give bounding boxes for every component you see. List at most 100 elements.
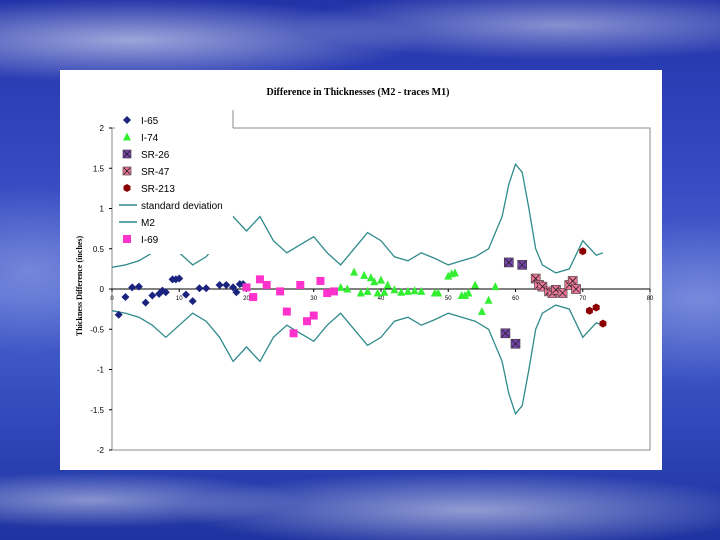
legend-label-sr-47: SR-47 (141, 167, 170, 178)
point-sr-213 (599, 319, 607, 328)
point-i-74 (461, 290, 470, 299)
point-i-65 (215, 280, 224, 289)
point-i-65 (121, 293, 130, 302)
point-i-74 (336, 282, 345, 291)
legend-swatch-i-69 (123, 235, 131, 243)
legend-label-sr-26: SR-26 (141, 150, 170, 161)
chart-panel: Difference in Thicknesses (M2 - traces M… (60, 70, 662, 470)
y-tick-label: 1 (100, 205, 105, 214)
point-i-74 (373, 288, 382, 297)
point-i-74 (450, 268, 459, 277)
point-i-74 (477, 307, 486, 316)
point-sr-26 (500, 328, 511, 339)
chart-svg: Difference in Thicknesses (M2 - traces M… (75, 87, 654, 455)
y-tick-label: 2 (100, 124, 105, 133)
legend-label-sr-213: SR-213 (141, 184, 175, 195)
legend-label-m2: M2 (141, 218, 155, 229)
legend-swatch-sr-47 (122, 166, 132, 176)
y-tick-label: 0.5 (93, 245, 105, 254)
chart-title: Difference in Thicknesses (M2 - traces M… (267, 87, 450, 98)
legend-swatch-i-74 (123, 132, 131, 141)
point-i-69 (316, 276, 325, 285)
legend-box (115, 110, 233, 254)
x-tick-label: 30 (310, 296, 317, 302)
point-i-69 (329, 287, 338, 296)
x-tick-label: 20 (243, 296, 250, 302)
legend-swatch-sr-213 (123, 184, 131, 192)
point-i-69 (289, 329, 298, 338)
point-i-74 (464, 288, 473, 297)
legend-label-i-69: I-69 (141, 235, 159, 246)
point-i-74 (444, 271, 453, 280)
point-i-69 (309, 311, 318, 320)
legend-swatch-sr-26 (122, 149, 132, 159)
point-i-65 (232, 288, 241, 297)
y-tick-label: -1.5 (90, 406, 104, 415)
point-i-65 (222, 280, 231, 289)
point-sr-47 (557, 288, 568, 298)
point-i-74 (434, 288, 443, 297)
point-i-74 (350, 267, 359, 276)
point-i-74 (397, 287, 406, 296)
point-i-65 (141, 298, 150, 307)
point-i-65 (148, 291, 157, 300)
legend-label-standard-deviation: standard deviation (141, 201, 223, 212)
point-i-69 (242, 283, 251, 292)
point-i-69 (282, 307, 291, 316)
point-i-65 (229, 283, 238, 292)
point-i-69 (262, 280, 271, 289)
point-i-74 (370, 277, 379, 286)
point-i-69 (255, 275, 264, 284)
point-sr-213 (586, 306, 593, 315)
legend-label-i-65: I-65 (141, 116, 159, 127)
point-sr-26 (510, 338, 521, 349)
point-sr-213 (579, 247, 587, 256)
point-i-74 (484, 295, 493, 304)
point-i-74 (383, 280, 392, 289)
point-i-74 (471, 280, 480, 289)
point-i-65 (134, 282, 143, 291)
point-i-65 (114, 310, 123, 319)
x-tick-label: 40 (378, 296, 385, 302)
point-i-74 (403, 286, 412, 295)
point-i-65 (181, 290, 190, 299)
x-tick-label: 80 (647, 296, 654, 302)
point-i-65 (175, 274, 184, 283)
y-tick-label: 1.5 (93, 164, 105, 173)
point-i-69 (249, 293, 258, 302)
point-i-69 (303, 317, 312, 326)
point-sr-47 (571, 284, 581, 294)
x-tick-label: 0 (110, 296, 114, 302)
point-i-74 (356, 288, 365, 297)
series-line-m2 (111, 304, 604, 416)
series-line-standard-deviation (111, 162, 604, 274)
x-tick-label: 50 (445, 296, 452, 302)
point-i-74 (390, 285, 399, 294)
y-tick-label: -2 (97, 446, 105, 455)
point-i-65 (161, 288, 170, 297)
y-tick-label: 0 (100, 285, 105, 294)
point-i-74 (491, 282, 500, 291)
point-i-74 (360, 270, 369, 279)
y-tick-label: -1 (97, 366, 105, 375)
point-sr-26 (517, 260, 528, 270)
point-i-74 (343, 284, 352, 293)
point-i-74 (410, 286, 419, 295)
point-i-65 (188, 297, 197, 306)
y-axis-label: Thickness Difference (inches) (75, 236, 84, 337)
y-tick-label: -0.5 (90, 325, 104, 334)
point-i-69 (323, 289, 332, 298)
point-i-65 (195, 284, 204, 293)
legend-label-i-74: I-74 (141, 133, 159, 144)
legend-swatch-i-65 (123, 116, 131, 124)
point-i-74 (366, 273, 375, 282)
point-i-74 (377, 275, 385, 284)
point-sr-47 (567, 276, 578, 286)
point-i-69 (276, 287, 285, 296)
point-i-74 (417, 286, 426, 295)
point-sr-26 (503, 257, 514, 268)
point-i-69 (296, 280, 305, 289)
x-tick-label: 60 (512, 296, 519, 302)
point-i-65 (202, 284, 211, 293)
x-tick-label: 70 (579, 296, 586, 302)
